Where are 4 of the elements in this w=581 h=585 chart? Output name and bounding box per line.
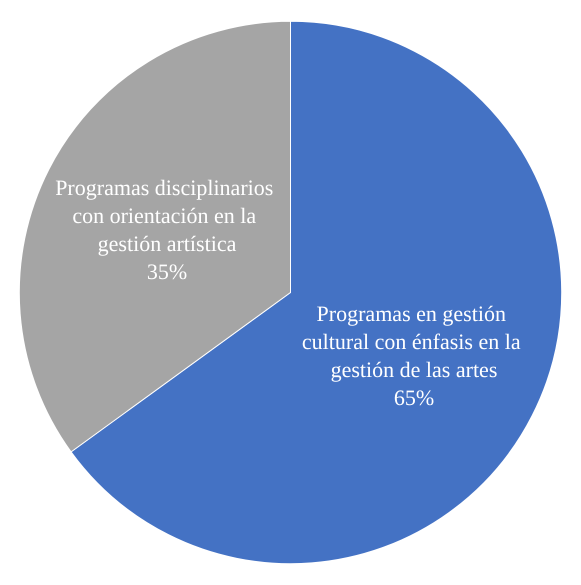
slice-label: Programas en gestión cultural con énfasis en la gestión de las artes — [302, 300, 526, 382]
data-label: 35% — [146, 259, 188, 284]
slice-label: Programas disciplinarios con orientación en la gestión artística — [55, 175, 279, 256]
data-label: 65% — [394, 384, 434, 410]
